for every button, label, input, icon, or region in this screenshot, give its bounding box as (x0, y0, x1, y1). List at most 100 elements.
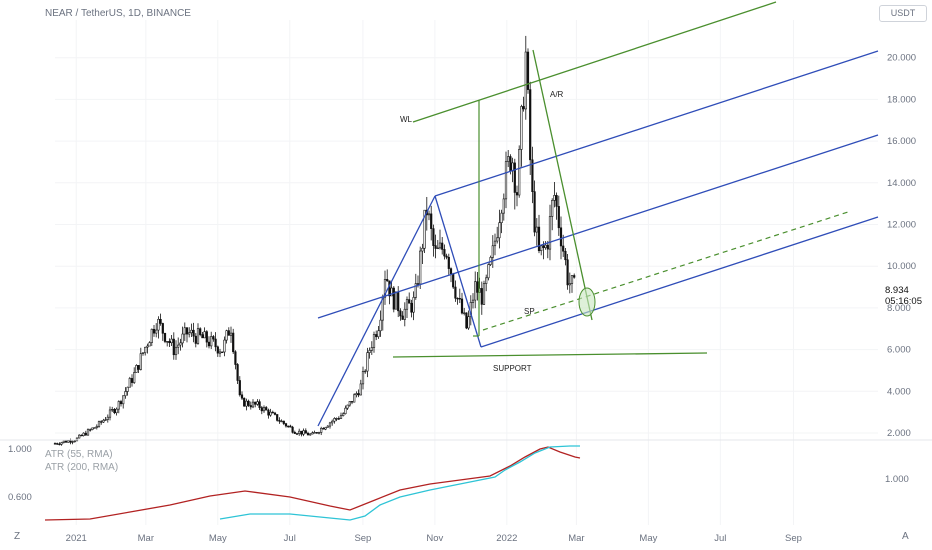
candle (135, 364, 138, 373)
candle (111, 406, 114, 413)
candle (302, 428, 305, 437)
highlight-ellipse[interactable] (578, 287, 596, 317)
y-tick-label: 12.000 (887, 220, 916, 231)
candle (368, 347, 371, 359)
candle (383, 270, 387, 305)
candle (91, 427, 94, 431)
candle (284, 422, 288, 428)
candle (267, 408, 270, 419)
candle (205, 330, 208, 348)
drawing-tools: WL A/R SP SUPPORT (317, 1, 879, 427)
candle (192, 322, 195, 343)
support-line[interactable] (392, 352, 708, 358)
atr-indicator-pane (0, 439, 932, 521)
atr200-legend[interactable]: ATR (200, RMA) (45, 462, 119, 473)
candle (157, 316, 160, 339)
candle (258, 399, 261, 410)
candle (372, 331, 376, 353)
candle (346, 404, 349, 410)
candle (405, 296, 409, 319)
candle (152, 324, 156, 337)
candle (348, 401, 351, 407)
candle (518, 145, 521, 198)
label-ar: A/R (550, 90, 564, 99)
auto-scale-button[interactable]: A (902, 531, 909, 542)
candle (445, 253, 448, 260)
candle (322, 427, 325, 430)
candle (324, 426, 327, 431)
candle (370, 341, 373, 355)
candle (190, 323, 193, 337)
candle (399, 308, 402, 321)
candle (434, 234, 437, 259)
atr200-line[interactable] (219, 445, 580, 521)
candle (546, 240, 549, 259)
candle (276, 414, 279, 422)
candle (502, 193, 505, 221)
candle (174, 340, 178, 360)
candle (430, 205, 433, 241)
candle (414, 273, 417, 300)
x-tick-label: Mar (568, 533, 584, 544)
candle (529, 81, 532, 175)
candle (353, 393, 356, 403)
currency-button[interactable]: USDT (879, 5, 927, 22)
candle (375, 330, 378, 341)
candle (328, 421, 332, 429)
pivot-line-1[interactable] (317, 195, 436, 427)
last-price-label: 8.934 (885, 285, 909, 296)
candle (100, 420, 103, 425)
candle (474, 271, 477, 309)
candle (344, 405, 347, 415)
ar-down-trend-line[interactable] (532, 49, 593, 321)
candle (507, 150, 510, 168)
candle (394, 291, 398, 310)
candle (524, 35, 527, 120)
pivot-line-2[interactable] (434, 195, 482, 348)
channel-upper-line[interactable] (434, 50, 879, 197)
candle (337, 416, 340, 420)
candle (265, 405, 268, 411)
candle (82, 432, 85, 437)
candle (106, 414, 109, 423)
candle (293, 430, 296, 434)
candle (212, 335, 215, 342)
candle (240, 391, 244, 401)
candle (124, 387, 127, 399)
candle (557, 195, 560, 236)
candle (458, 288, 461, 304)
y-tick-label: 4.000 (887, 386, 911, 397)
candlestick-series (53, 35, 576, 446)
candle (254, 401, 257, 408)
sp-dashed-line[interactable] (482, 211, 849, 331)
candle (273, 411, 277, 416)
channel-lower-line[interactable] (480, 216, 879, 348)
candle (194, 333, 197, 348)
atr55-legend[interactable]: ATR (55, RMA) (45, 449, 113, 460)
price-axis: 2.000 4.000 6.000 8.000 10.000 12.000 14.000 16… (887, 53, 916, 439)
candle (69, 438, 72, 445)
candle (262, 405, 266, 413)
candle (500, 209, 503, 234)
wl-trend-line[interactable] (412, 1, 777, 123)
candle (313, 430, 316, 434)
zoom-reset-button[interactable]: Z (14, 531, 21, 542)
candle (249, 401, 252, 410)
candle (58, 442, 61, 446)
candle (476, 271, 479, 301)
candle (366, 347, 369, 378)
atr55-line[interactable] (44, 446, 581, 521)
candle (377, 326, 380, 339)
y-tick-label: 10.000 (887, 261, 916, 272)
candle (86, 428, 90, 436)
candle (447, 253, 450, 275)
candle (315, 432, 318, 434)
candle (537, 214, 541, 254)
candle (289, 424, 292, 428)
candle (130, 374, 134, 387)
candle (408, 292, 411, 304)
channel-middle-line[interactable] (317, 134, 879, 319)
candle (177, 337, 180, 355)
candle (522, 96, 525, 112)
